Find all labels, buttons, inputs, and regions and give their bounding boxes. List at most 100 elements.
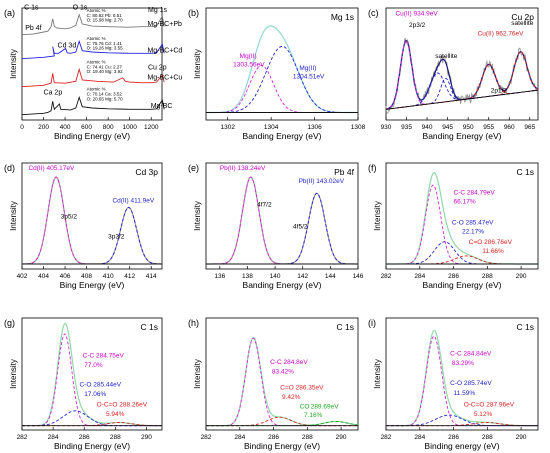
series-line (385, 63, 539, 110)
series-line (22, 176, 162, 265)
annotation-label: CO (300, 404, 310, 411)
x-tick-label: 282 (381, 273, 392, 280)
panel-title: C 1s (141, 322, 158, 332)
x-axis-label: Bing Energy (eV) (60, 280, 125, 290)
chart-i: (i) C 1s Binding energy (eV) Intensity 282 28… (368, 317, 539, 451)
x-tick-label: 1302 (220, 124, 235, 131)
y-axis-label: Intensity (373, 201, 382, 231)
x-tick-label: 950 (463, 124, 474, 131)
series-line (206, 25, 358, 114)
x-tick-label: 960 (504, 124, 515, 131)
x-tick-label: 286 (268, 434, 279, 441)
series-line (21, 95, 165, 116)
panel-title: Mg 1s (331, 12, 354, 22)
annotation-label: 11.66% (482, 248, 504, 255)
chart-h: (h) C 1s Binding Energy (eV) Intensity 282 28… (188, 317, 359, 451)
panel-title: Cd 3p (135, 167, 158, 177)
annotation-label: Mg 1s (148, 7, 168, 14)
plot-frame (385, 317, 539, 431)
annotation-label: O-C=O 288.26eV (97, 402, 148, 409)
chart-f: (f) C 1s Banding Energy (eV) Intensity 282 28… (368, 162, 539, 290)
y-axis-label: Intensity (9, 49, 18, 79)
x-tick-label: 408 (81, 273, 92, 280)
panel-letter: (f) (368, 163, 377, 173)
plot-frame (385, 7, 539, 121)
annotation-label: Pb(II) 143.02eV (299, 178, 345, 185)
panel-letter: (e) (188, 163, 199, 173)
x-axis-label: Binding energy (eV) (424, 441, 499, 451)
annotation-label: O 1s (73, 4, 88, 11)
x-tick-label: 1000 (122, 124, 137, 131)
panel-letter: (g) (4, 318, 15, 328)
y-axis-label: Intensity (9, 359, 18, 389)
x-tick-label: 1304 (264, 124, 279, 131)
annotation-label: 2p3/2 (409, 22, 426, 29)
annotation-label: C-O 285.44eV (80, 381, 122, 388)
annotation-label: C-O 285.47eV (452, 220, 494, 227)
panel-letter: (c) (368, 8, 379, 18)
annotation-label: 5.12% (474, 411, 493, 418)
x-tick-label: 286 (448, 434, 459, 441)
annotation-label: Atomic % (87, 87, 106, 92)
series-line (21, 13, 165, 36)
x-tick-label: 138 (242, 273, 253, 280)
annotation-label: 7.16% (304, 412, 323, 419)
x-tick-label: 414 (146, 273, 157, 280)
panel-title: C 1s (517, 167, 534, 177)
annotation-label: Mg-BC (151, 103, 173, 110)
plot-frame (205, 162, 359, 270)
annotation-label: 289.69eV (311, 404, 339, 411)
x-tick-label: 1200 (144, 124, 159, 131)
series-line (206, 192, 358, 265)
annotation-label: O: 15.98 Mg: 2.70 (87, 18, 124, 23)
annotation-label: Mg(II) (299, 65, 316, 72)
x-tick-label: 410 (103, 273, 114, 280)
series-line (21, 39, 165, 60)
x-tick-label: 284 (414, 273, 425, 280)
x-axis-label: Binding Energy (eV) (244, 441, 320, 451)
series-line (22, 176, 162, 265)
x-axis-label: Binding Energy (eV) (54, 441, 130, 451)
annotation-label: Atomic % (87, 36, 106, 41)
y-axis-label: Intensity (193, 49, 202, 79)
annotation-label: C: 75.76 Cd: 1.41 (87, 41, 123, 46)
series-line (206, 337, 359, 427)
chart-d: (d) Cd 3p Bing Energy (eV) Intensity 402 404 4… (4, 162, 163, 290)
series-line (386, 241, 538, 265)
annotation-label: Mg(II) (240, 53, 257, 60)
annotation-label: Atomic % (87, 8, 106, 13)
annotation-label: Cu 2p (148, 64, 167, 71)
panel-letter: (d) (4, 163, 15, 173)
annotation-label: 5.94% (106, 411, 125, 418)
panel-title: C 1s (337, 322, 354, 332)
plot-frame (21, 7, 163, 121)
series-line (385, 72, 539, 110)
series-line (22, 410, 162, 427)
x-tick-label: 0 (20, 124, 24, 131)
annotation-label: Cd 3d (58, 42, 77, 49)
annotation-label: satellite (435, 53, 457, 60)
x-tick-label: 284 (234, 434, 245, 441)
series-line (21, 67, 165, 88)
series-line (22, 333, 162, 427)
x-tick-label: 406 (60, 273, 71, 280)
annotation-label: Mg-BC+Pb (147, 21, 182, 28)
series-line (386, 329, 538, 427)
x-tick-label: 288 (482, 273, 493, 280)
annotation-label: C-O 285.74eV (450, 380, 492, 387)
plot-frame (385, 162, 539, 270)
x-tick-label: 965 (524, 124, 535, 131)
series-line (385, 40, 539, 110)
annotation-label: 11.59% (454, 390, 476, 397)
annotation-label: 2p1/2 (491, 87, 508, 94)
annotation-label: 22.17% (462, 229, 484, 236)
x-tick-label: 288 (482, 434, 493, 441)
annotation-label: Mg-BC+Cu (147, 74, 182, 81)
x-tick-label: 400 (60, 124, 71, 131)
x-axis-label: Banding Energy (eV) (243, 280, 322, 290)
panel-letter: (a) (4, 8, 15, 18)
x-tick-label: 290 (516, 434, 527, 441)
plot-frame (205, 7, 359, 121)
annotation-label: Atomic % (87, 59, 106, 64)
